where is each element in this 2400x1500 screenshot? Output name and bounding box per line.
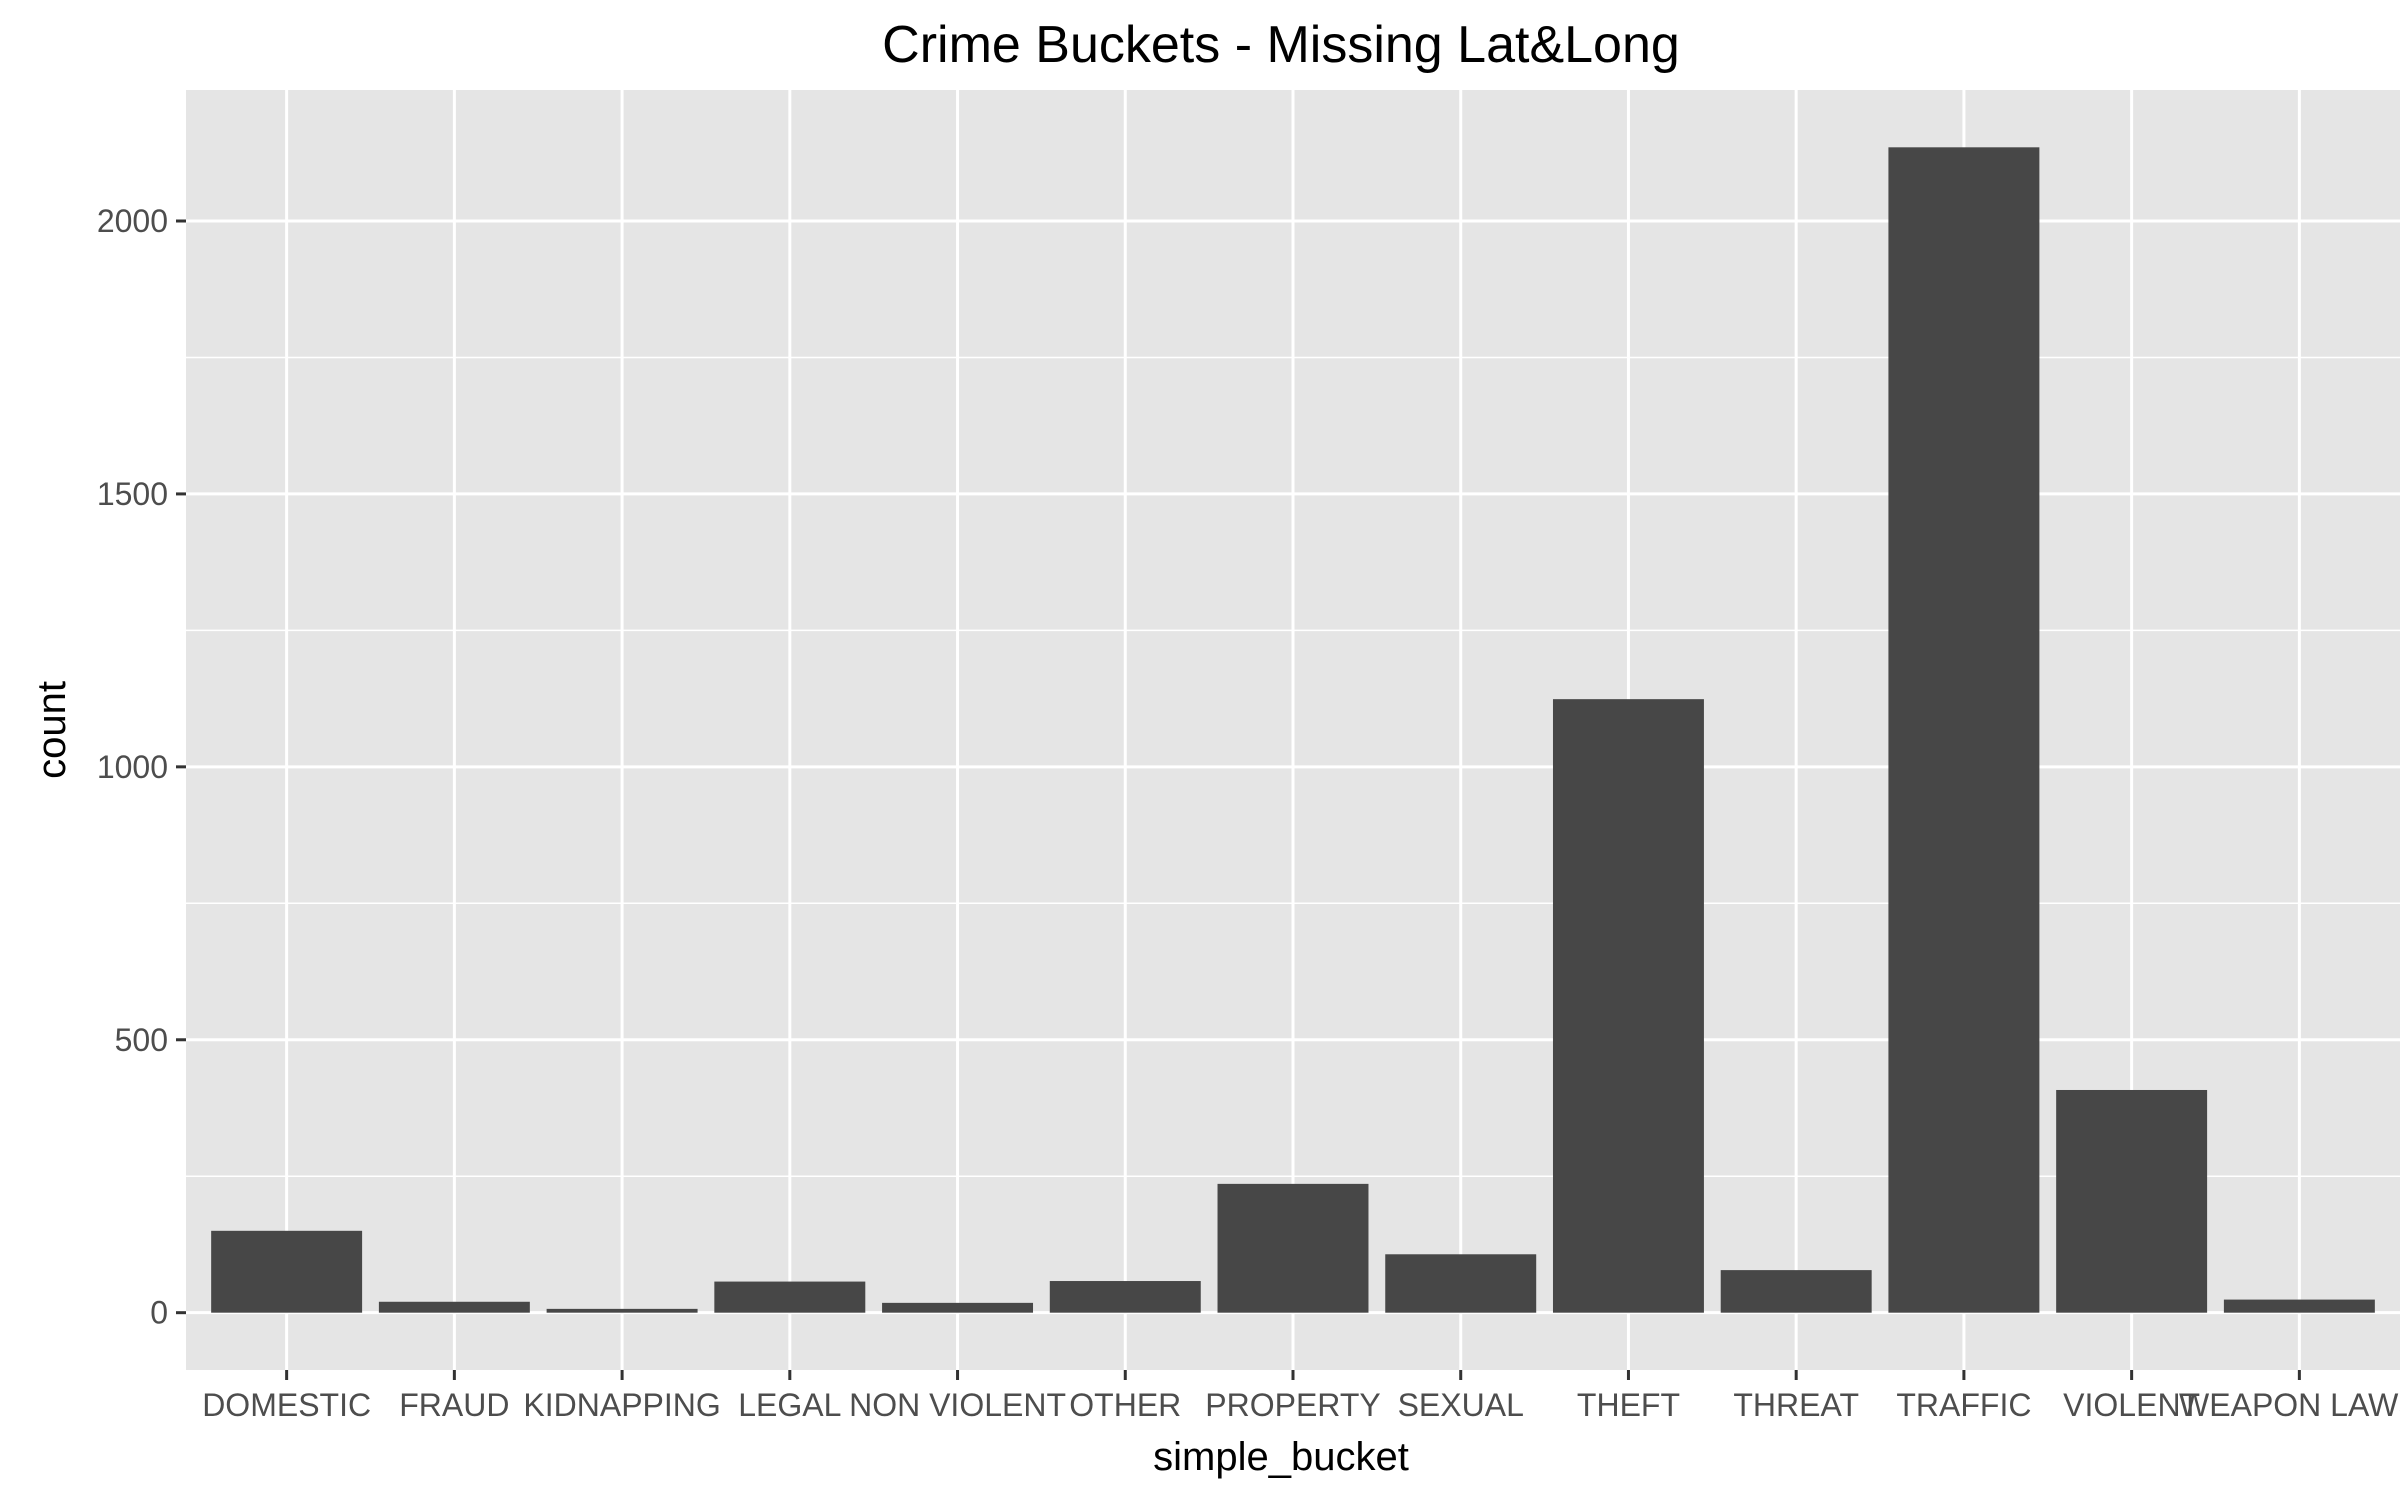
y-tick-label: 1000	[97, 749, 168, 785]
chart-title: Crime Buckets - Missing Lat&Long	[882, 16, 1680, 74]
bar-kidnapping	[546, 1308, 698, 1313]
x-tick-label-sexual: SEXUAL	[1398, 1387, 1524, 1423]
bar-legal	[714, 1281, 866, 1313]
bar-threat	[1720, 1270, 1872, 1313]
x-tick-label-threat: THREAT	[1733, 1387, 1859, 1423]
bar-other	[1049, 1281, 1201, 1313]
bar-non-violent	[882, 1302, 1034, 1313]
x-tick-label-weapon-laws: WEAPON LAWS	[2179, 1387, 2400, 1423]
x-tick-label-traffic: TRAFFIC	[1896, 1387, 2031, 1423]
bars	[211, 147, 2375, 1313]
bar-domestic	[211, 1230, 363, 1313]
x-tick-label-domestic: DOMESTIC	[202, 1387, 371, 1423]
bar-fraud	[378, 1301, 530, 1313]
x-tick-label-violent: VIOLENT	[2063, 1387, 2200, 1423]
bar-sexual	[1385, 1254, 1537, 1313]
y-tick-label: 1500	[97, 476, 168, 512]
x-tick-label-theft: THEFT	[1577, 1387, 1680, 1423]
y-axis-title: count	[30, 681, 74, 779]
y-tick-label: 500	[115, 1022, 168, 1058]
x-axis-ticks: DOMESTIC FRAUD KIDNAPPING LEGAL NON VIOLENT O…	[202, 1370, 2400, 1423]
x-tick-label-kidnapping: KIDNAPPING	[523, 1387, 720, 1423]
x-tick-label-property: PROPERTY	[1205, 1387, 1380, 1423]
bar-violent	[2056, 1089, 2208, 1313]
bar-traffic	[1888, 147, 2040, 1313]
y-tick-label: 0	[150, 1295, 168, 1331]
y-tick-label: 2000	[97, 203, 168, 239]
x-tick-label-non-violent: NON VIOLENT	[849, 1387, 1066, 1423]
x-tick-label-legal: LEGAL	[738, 1387, 841, 1423]
bar-weapon-laws	[2223, 1299, 2375, 1313]
x-tick-label-fraud: FRAUD	[399, 1387, 509, 1423]
x-axis-title: simple_bucket	[1153, 1435, 1409, 1479]
y-axis-ticks: 0 500 1000 1500 2000	[97, 203, 186, 1331]
x-tick-label-other: OTHER	[1069, 1387, 1181, 1423]
bar-theft	[1552, 699, 1704, 1313]
bar-property	[1217, 1183, 1369, 1313]
